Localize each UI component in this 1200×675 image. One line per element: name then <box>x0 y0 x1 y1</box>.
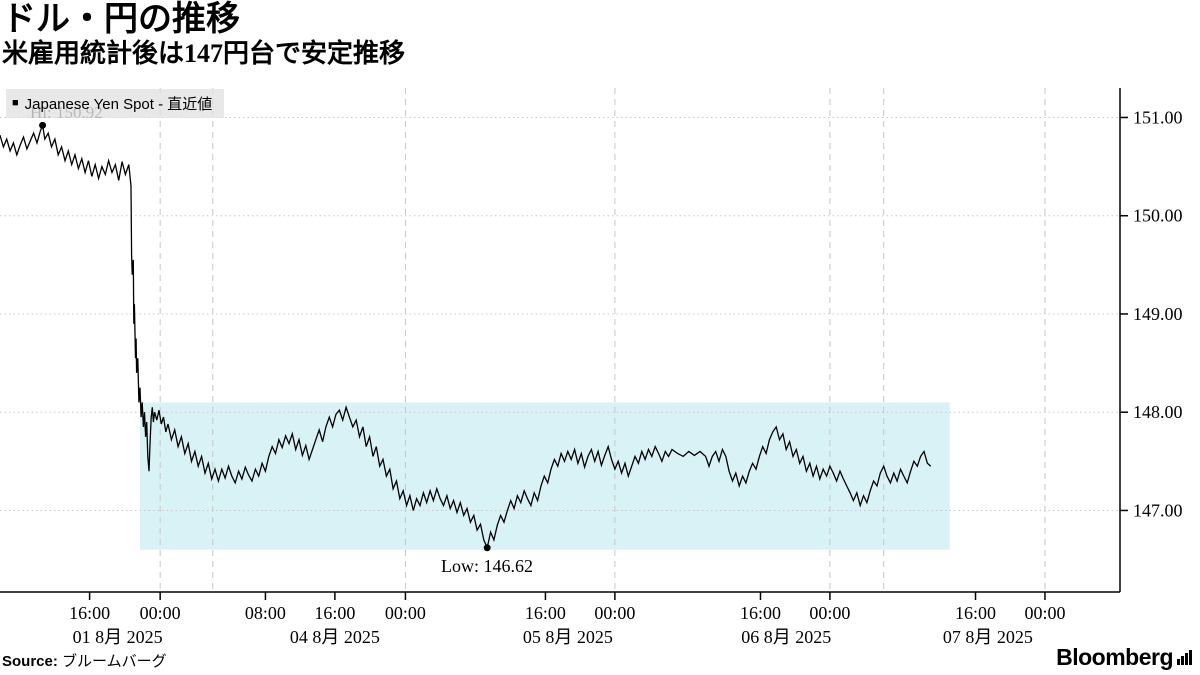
date-tick-label: 05 8月 2025 <box>523 627 613 647</box>
date-tick-label: 01 8月 2025 <box>73 627 163 647</box>
time-tick-label: 00:00 <box>140 603 181 623</box>
bloomberg-chart-icon <box>1177 650 1192 665</box>
time-tick-label: 00:00 <box>594 603 635 623</box>
source-label: Source: <box>2 653 58 670</box>
time-tick-label: 08:00 <box>245 603 286 623</box>
date-tick-label: 06 8月 2025 <box>741 627 831 647</box>
time-tick-label: 16:00 <box>314 603 355 623</box>
price-tick-label: 151.00 <box>1133 107 1183 127</box>
low-annotation-label: Low: 146.62 <box>441 556 533 576</box>
low-marker-dot <box>483 544 491 552</box>
date-tick-label: 07 8月 2025 <box>943 627 1033 647</box>
time-tick-label: 16:00 <box>955 603 996 623</box>
price-tick-label: 147.00 <box>1133 500 1183 520</box>
page-title: ドル・円の推移 <box>2 1 240 38</box>
bloomberg-wordmark: Bloomberg <box>1056 644 1173 670</box>
legend-label: Japanese Yen Spot - 直近値 <box>24 96 213 113</box>
price-line <box>0 122 932 550</box>
high-marker-dot <box>39 121 47 129</box>
time-tick-label: 16:00 <box>525 603 566 623</box>
time-tick-label: 00:00 <box>1024 603 1065 623</box>
time-tick-label: 00:00 <box>809 603 850 623</box>
chart-legend: ■ Japanese Yen Spot - 直近値 <box>6 89 225 118</box>
source-value: ブルームバーグ <box>57 653 167 670</box>
source-line: Source: ブルームバーグ <box>2 650 167 671</box>
page-subtitle: 米雇用統計後は147円台で安定推移 <box>2 39 406 68</box>
time-tick-label: 16:00 <box>740 603 781 623</box>
time-tick-label: 16:00 <box>69 603 110 623</box>
price-tick-label: 149.00 <box>1133 304 1183 324</box>
price-tick-label: 148.00 <box>1133 402 1183 422</box>
price-tick-label: 150.00 <box>1133 206 1183 226</box>
date-tick-label: 04 8月 2025 <box>290 627 380 647</box>
legend-swatch-icon: ■ <box>12 97 19 109</box>
time-tick-label: 00:00 <box>385 603 426 623</box>
bloomberg-logo: Bloomberg <box>1056 644 1192 671</box>
